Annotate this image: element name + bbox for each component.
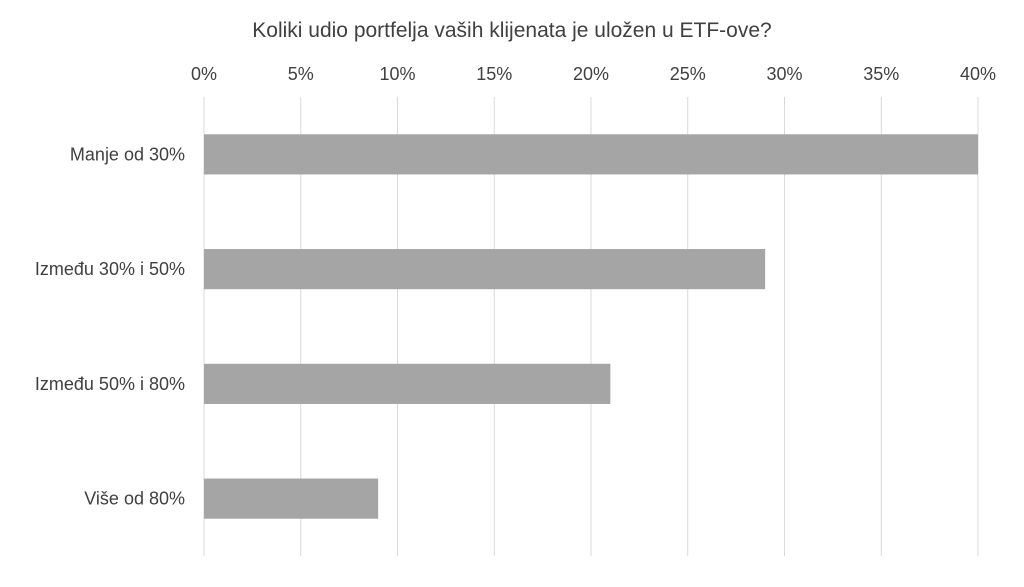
bars (204, 134, 978, 519)
x-tick-label: 20% (573, 64, 609, 84)
x-tick-label: 10% (379, 64, 415, 84)
x-tick-label: 0% (191, 64, 217, 84)
category-label: Manje od 30% (70, 144, 185, 164)
x-tick-label: 40% (960, 64, 996, 84)
chart-title: Koliki udio portfelja vaših klijenata je… (252, 19, 771, 42)
category-labels: Manje od 30% Između 30% i 50% Između 50% i… (35, 144, 185, 508)
bar (204, 249, 766, 290)
x-tick-label: 5% (288, 64, 314, 84)
x-axis-ticks: 0% 5% 10% 15% 20% 25% 30% 35% 40% (191, 64, 996, 84)
category-label: Između 50% i 80% (35, 374, 185, 394)
x-tick-label: 25% (670, 64, 706, 84)
x-tick-label: 35% (863, 64, 899, 84)
x-tick-label: 15% (476, 64, 512, 84)
category-label: Više od 80% (84, 489, 185, 509)
bar (204, 478, 379, 519)
category-label: Između 30% i 50% (35, 259, 185, 279)
bar (204, 134, 978, 175)
x-tick-label: 30% (766, 64, 802, 84)
bar (204, 363, 611, 404)
